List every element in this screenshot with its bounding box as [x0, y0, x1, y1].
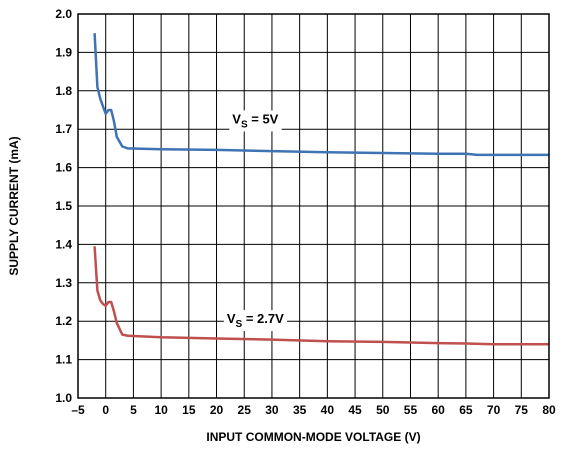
x-tick-label: 40: [321, 403, 335, 417]
series-label-0: VS = 5V: [232, 111, 278, 130]
y-tick-label: 2.0: [55, 7, 72, 21]
series-label-subscript: S: [241, 119, 248, 130]
x-tick-label: 80: [542, 403, 556, 417]
y-tick-label: 1.9: [55, 45, 72, 59]
series-label-background: [229, 110, 282, 132]
series-label-background: [223, 310, 288, 332]
x-tick-labels: –5 0 5 10 15 20 25 30 35 40 45 50 55 60 65 70 75 80: [71, 403, 556, 417]
x-tick-label: 10: [154, 403, 168, 417]
series-line-0: [93, 33, 549, 157]
y-tick-label: 1.6: [55, 161, 72, 175]
series-layer: [93, 33, 549, 346]
x-tick-label: 25: [238, 403, 252, 417]
y-tick-label: 1.2: [55, 314, 72, 328]
x-tick-label: 55: [404, 403, 418, 417]
x-tick-label: 75: [515, 403, 529, 417]
x-axis-title: INPUT COMMON-MODE VOLTAGE (V): [206, 430, 420, 444]
x-tick-label: 45: [348, 403, 362, 417]
x-tick-label: 0: [102, 403, 109, 417]
x-tick-label: –5: [71, 403, 85, 417]
grid: [78, 14, 549, 398]
y-tick-label: 1.5: [55, 199, 72, 213]
y-tick-label: 1.4: [55, 237, 72, 251]
y-axis-title: SUPPLY CURRENT (mA): [7, 136, 21, 275]
series-label-rest: = 2.7V: [242, 311, 284, 326]
y-tick-label: 1.1: [55, 353, 72, 367]
plot-frame: [77, 13, 550, 399]
y-tick-labels: 1.0 1.1 1.2 1.3 1.4 1.5 1.6 1.7 1.8 1.9 2.0: [55, 7, 72, 405]
x-tick-label: 70: [487, 403, 501, 417]
y-tick-label: 1.0: [55, 391, 72, 405]
x-tick-label: 5: [130, 403, 137, 417]
y-tick-label: 1.7: [55, 122, 72, 136]
series-label-rest: = 5V: [248, 111, 279, 126]
series-label-1: VS = 2.7V: [227, 311, 284, 330]
series-label-main: V: [227, 311, 236, 326]
series-line-1: [93, 246, 549, 346]
x-tick-label: 65: [459, 403, 473, 417]
x-tick-label: 30: [265, 403, 279, 417]
y-tick-label: 1.3: [55, 276, 72, 290]
series-label-main: V: [232, 111, 241, 126]
series-label-subscript: S: [236, 319, 243, 330]
x-tick-label: 15: [182, 403, 196, 417]
x-tick-label: 50: [376, 403, 390, 417]
x-tick-label: 35: [293, 403, 307, 417]
y-tick-label: 1.8: [55, 84, 72, 98]
x-tick-label: 20: [210, 403, 224, 417]
x-tick-label: 60: [431, 403, 445, 417]
